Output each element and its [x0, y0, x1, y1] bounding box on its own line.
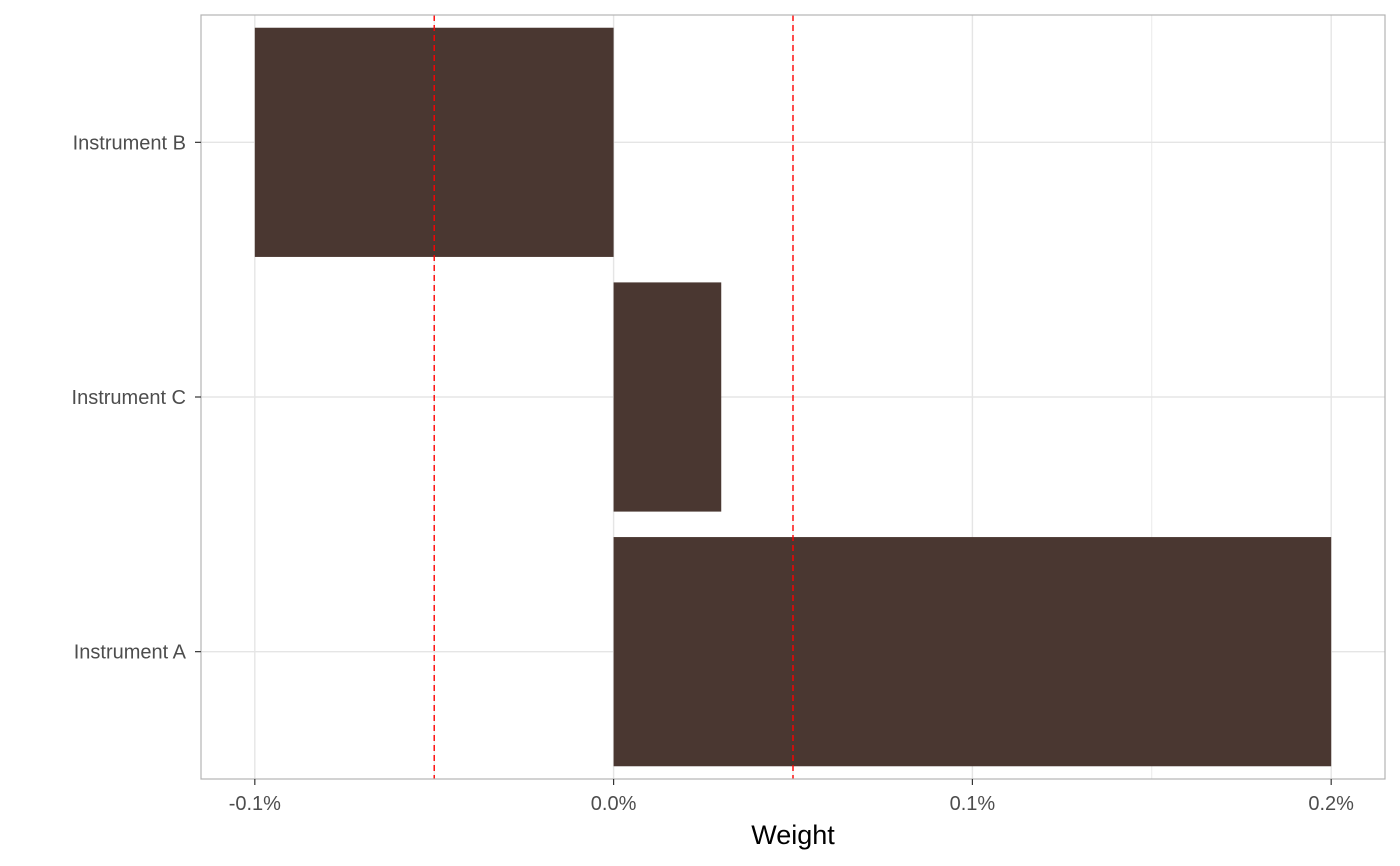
y-tick-label: Instrument B	[73, 132, 186, 154]
x-tick-label: -0.1%	[229, 793, 281, 815]
reference-lines-layer	[433, 15, 794, 779]
y-axis: Instrument B Instrument C Instrument A	[72, 132, 201, 664]
x-tick-label: 0.2%	[1308, 793, 1354, 815]
x-tick-label: 0.0%	[591, 793, 637, 815]
bar	[613, 537, 1332, 767]
y-tick-label: Instrument C	[72, 387, 186, 409]
bar	[613, 282, 722, 512]
x-axis: -0.1% 0.0% 0.1% 0.2%	[229, 779, 1354, 815]
x-axis-title: Weight	[751, 820, 835, 850]
y-tick-label: Instrument A	[74, 642, 187, 664]
x-tick-label: 0.1%	[950, 793, 996, 815]
bar	[254, 27, 614, 257]
